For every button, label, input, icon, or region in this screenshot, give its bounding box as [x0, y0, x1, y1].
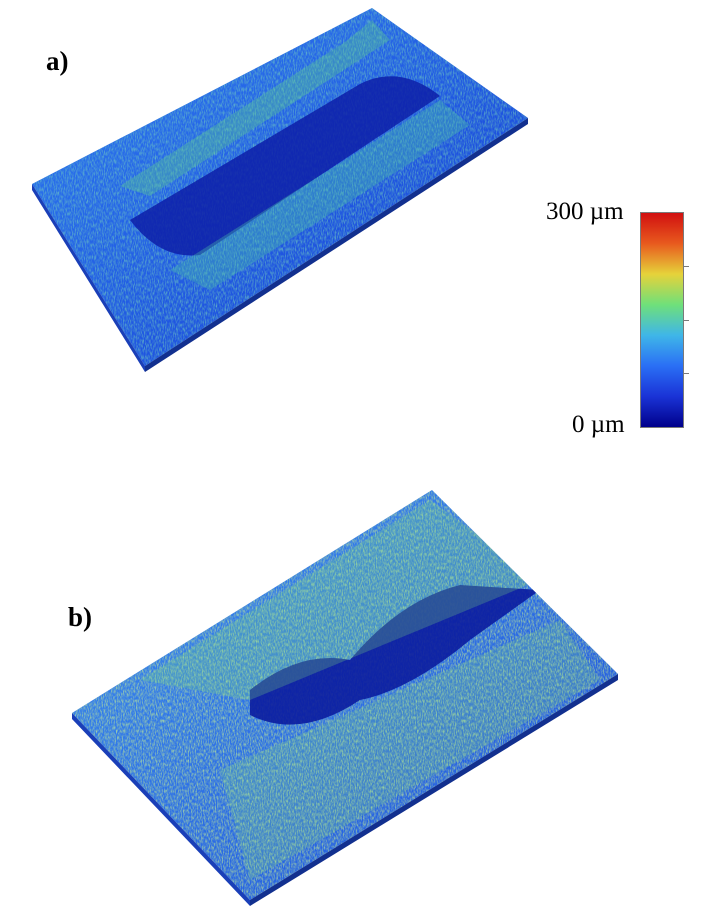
colorbar-max-label: 300 µm: [546, 198, 624, 225]
colorbar-tick: [683, 320, 689, 321]
panel-label-b: b): [68, 602, 93, 632]
panel-label-a: a): [46, 46, 69, 76]
colorbar: [640, 212, 689, 428]
colorbar-tick: [683, 373, 689, 374]
colorbar-tick: [683, 266, 689, 267]
colorbar-min-label: 0 µm: [572, 411, 625, 438]
surface-b-plate: [72, 490, 618, 906]
